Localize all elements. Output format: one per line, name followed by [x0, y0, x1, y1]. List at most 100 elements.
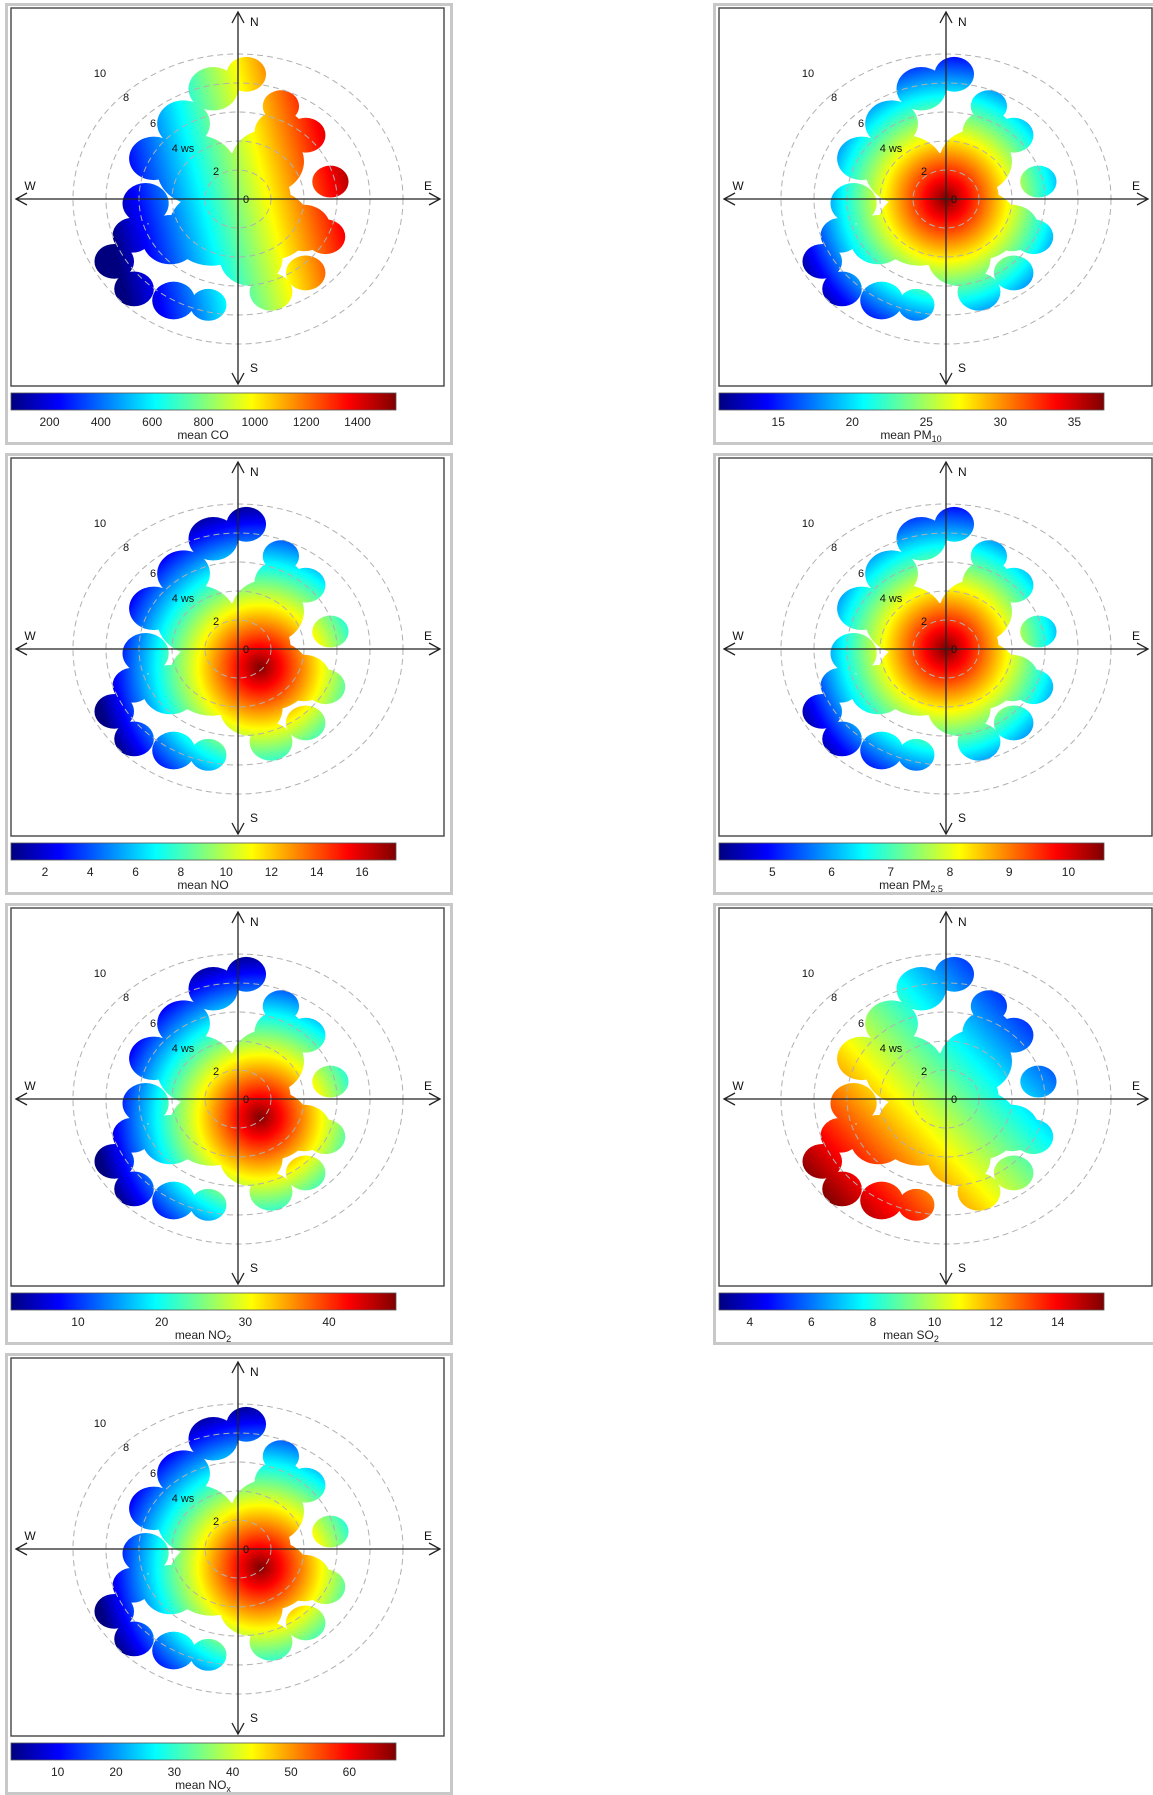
- compass-axes: [14, 10, 442, 386]
- axis-arrowhead: [231, 10, 245, 24]
- surface-lobe: [850, 664, 907, 715]
- polar-plot-nox: N E S W 0 2 4 ws 6 8 10 10 20 30 40 50 60 mean NOx: [5, 1353, 453, 1795]
- radial-tick-label: 6: [858, 118, 864, 130]
- colorbar-tick-label: 30: [239, 1315, 253, 1329]
- radial-tick-label: 0: [243, 644, 249, 656]
- axis-arrowhead: [231, 1272, 245, 1286]
- axis-arrowhead: [722, 1092, 736, 1106]
- colorbar-title: mean NOx: [175, 1778, 231, 1792]
- colorbar-tick-label: 30: [168, 1765, 182, 1779]
- polar-plot-no: N E S W 0 2 4 ws 6 8 10 2 4 6 8 10 12 14 16 mean NO: [5, 453, 453, 895]
- surface-lobe: [94, 693, 135, 729]
- colorbar-tick-label: 6: [132, 865, 139, 879]
- colorbar: [718, 1292, 1105, 1311]
- radial-tick-label: 10: [94, 1418, 106, 1430]
- colorbar-tick-label: 5: [769, 865, 776, 879]
- surface-lobe: [254, 1010, 304, 1055]
- surface-lobe: [850, 214, 907, 265]
- colorbar-title-subscript: x: [226, 1784, 231, 1792]
- surface-lobe: [927, 1130, 991, 1186]
- surface-lobe: [802, 1143, 843, 1179]
- surface-lobe: [122, 633, 169, 674]
- radial-tick-label: 8: [123, 542, 129, 554]
- direction-label-e: E: [1132, 179, 1140, 193]
- colorbar-tick-label: 2: [42, 865, 49, 879]
- surface-lobe: [312, 165, 349, 198]
- surface-lobe: [94, 1143, 135, 1179]
- colorbar-tick-label: 800: [193, 415, 213, 429]
- surface-lobe: [114, 1171, 154, 1207]
- axis-arrowhead: [1136, 1092, 1150, 1106]
- axis-arrowhead: [939, 10, 953, 24]
- polar-plot-svg: N E S W 0 2 4 ws 6 8 10 2 4 6 8 10 12 14 16 mean NO: [10, 457, 445, 892]
- radial-tick-label: 2: [921, 616, 927, 628]
- colorbar-tick-label: 14: [310, 865, 324, 879]
- surface-lobe: [962, 110, 1012, 155]
- direction-label-e: E: [1132, 1079, 1140, 1093]
- axis-arrowhead: [939, 372, 953, 386]
- surface-lobe: [1020, 615, 1057, 648]
- polar-plot-pm25: N E S W 0 2 4 ws 6 8 10 5 6 7 8 9 10 mean PM2.5: [713, 453, 1153, 895]
- direction-label-w: W: [24, 629, 36, 643]
- surface-lobe: [896, 967, 946, 1011]
- radial-tick-label: 8: [831, 92, 837, 104]
- radial-tick-label: 8: [123, 92, 129, 104]
- surface-lobe: [993, 1155, 1034, 1191]
- colorbar-tick-label: 8: [947, 865, 954, 879]
- axis-arrowhead: [722, 192, 736, 206]
- surface-lobe: [830, 1083, 877, 1124]
- radial-tick-label: 0: [243, 194, 249, 206]
- direction-label-w: W: [732, 629, 744, 643]
- surface-lobe: [188, 967, 238, 1011]
- compass-axes: [14, 1360, 442, 1736]
- colorbar: [10, 1742, 397, 1761]
- polar-plot-svg: N E S W 0 2 4 ws 6 8 10 4 6 8 10 12 14 mean SO2: [718, 907, 1153, 1342]
- direction-label-w: W: [24, 1079, 36, 1093]
- polar-plot-svg: N E S W 0 2 4 ws 6 8 10 10 20 30 40 mean NO2: [10, 907, 445, 1342]
- polar-plot-so2: N E S W 0 2 4 ws 6 8 10 4 6 8 10 12 14 mean SO2: [713, 903, 1153, 1345]
- surface-lobe: [188, 517, 238, 561]
- surface-lobe: [142, 664, 199, 715]
- surface-lobe: [993, 255, 1034, 291]
- surface-lobe: [219, 1580, 283, 1636]
- axis-arrowhead: [1136, 192, 1150, 206]
- axis-arrowhead: [722, 642, 736, 656]
- radial-tick-label: 6: [858, 1018, 864, 1030]
- surface-lobe: [190, 1638, 227, 1671]
- colorbar-tick-label: 40: [322, 1315, 336, 1329]
- surface-lobe: [830, 183, 877, 224]
- radial-tick-label: 8: [123, 1442, 129, 1454]
- direction-label-s: S: [958, 361, 966, 375]
- compass-axes: [722, 910, 1150, 1286]
- surface-lobe: [142, 214, 199, 265]
- colorbar-tick-label: 10: [928, 1315, 942, 1329]
- radial-tick-label: 4 ws: [172, 1493, 195, 1505]
- colorbar-tick-label: 1000: [241, 415, 268, 429]
- direction-label-w: W: [24, 1529, 36, 1543]
- colorbar-tick-label: 60: [343, 1765, 357, 1779]
- surface-lobe: [1020, 1065, 1057, 1098]
- concentration-surface: [94, 506, 349, 771]
- colorbar-tick-label: 12: [990, 1315, 1004, 1329]
- direction-label-e: E: [424, 179, 432, 193]
- surface-lobe: [188, 67, 238, 111]
- direction-label-e: E: [424, 1079, 432, 1093]
- colorbar-tick-label: 400: [91, 415, 111, 429]
- radial-tick-label: 2: [213, 616, 219, 628]
- direction-label-w: W: [732, 1079, 744, 1093]
- surface-lobe: [190, 288, 227, 321]
- axis-arrowhead: [939, 1272, 953, 1286]
- colorbar-tick-label: 10: [71, 1315, 85, 1329]
- direction-label-n: N: [250, 1365, 259, 1379]
- colorbar-tick-label: 8: [870, 1315, 877, 1329]
- radial-tick-label: 2: [921, 1066, 927, 1078]
- direction-label-n: N: [250, 915, 259, 929]
- direction-label-e: E: [424, 629, 432, 643]
- surface-lobe: [820, 1117, 861, 1153]
- surface-lobe: [312, 615, 349, 648]
- radial-tick-label: 10: [94, 68, 106, 80]
- compass-axes: [722, 10, 1150, 386]
- surface-lobe: [993, 705, 1034, 741]
- direction-label-s: S: [958, 811, 966, 825]
- polar-plot-svg: N E S W 0 2 4 ws 6 8 10 5 6 7 8 9 10 mean PM2.5: [718, 457, 1153, 892]
